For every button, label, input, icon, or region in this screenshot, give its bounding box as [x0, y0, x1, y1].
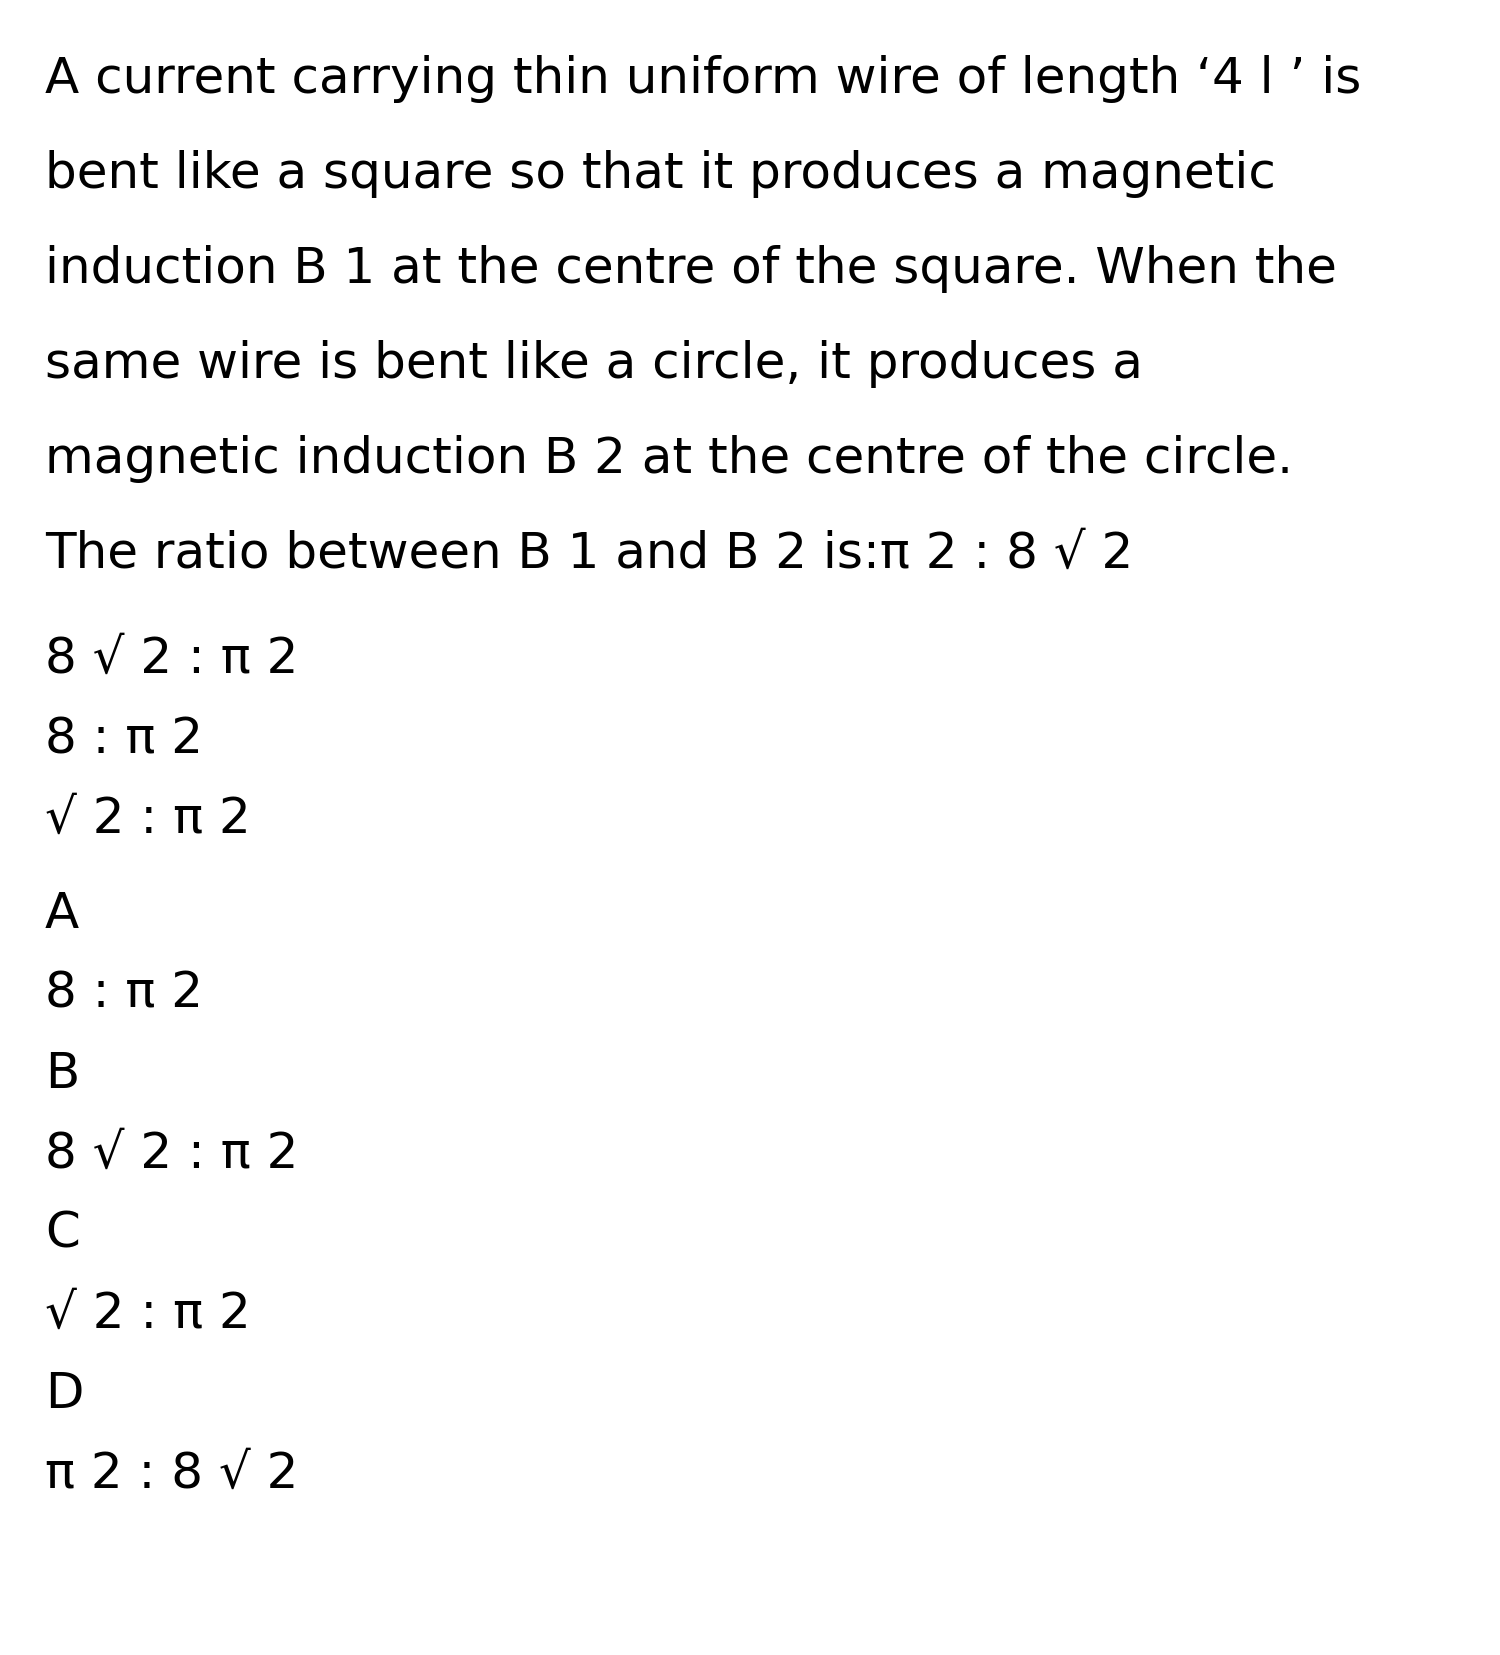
Text: B: B	[45, 1049, 80, 1097]
Text: 8 : π 2: 8 : π 2	[45, 970, 203, 1018]
Text: D: D	[45, 1369, 84, 1417]
Text: √ 2 : π 2: √ 2 : π 2	[45, 1289, 251, 1337]
Text: 8 √ 2 : π 2: 8 √ 2 : π 2	[45, 634, 298, 682]
Text: A: A	[45, 889, 80, 937]
Text: C: C	[45, 1210, 80, 1258]
Text: 8 √ 2 : π 2: 8 √ 2 : π 2	[45, 1129, 298, 1177]
Text: magnetic induction B 2 at the centre of the circle.: magnetic induction B 2 at the centre of …	[45, 435, 1293, 483]
Text: √ 2 : π 2: √ 2 : π 2	[45, 794, 251, 842]
Text: bent like a square so that it produces a magnetic: bent like a square so that it produces a…	[45, 151, 1276, 199]
Text: same wire is bent like a circle, it produces a: same wire is bent like a circle, it prod…	[45, 339, 1143, 387]
Text: A current carrying thin uniform wire of length ‘4 l ’ is: A current carrying thin uniform wire of …	[45, 55, 1362, 103]
Text: π 2 : 8 √ 2: π 2 : 8 √ 2	[45, 1450, 298, 1498]
Text: induction B 1 at the centre of the square. When the: induction B 1 at the centre of the squar…	[45, 245, 1336, 293]
Text: 8 : π 2: 8 : π 2	[45, 715, 203, 763]
Text: The ratio between B 1 and B 2 is:π 2 : 8 √ 2: The ratio between B 1 and B 2 is:π 2 : 8…	[45, 530, 1134, 578]
